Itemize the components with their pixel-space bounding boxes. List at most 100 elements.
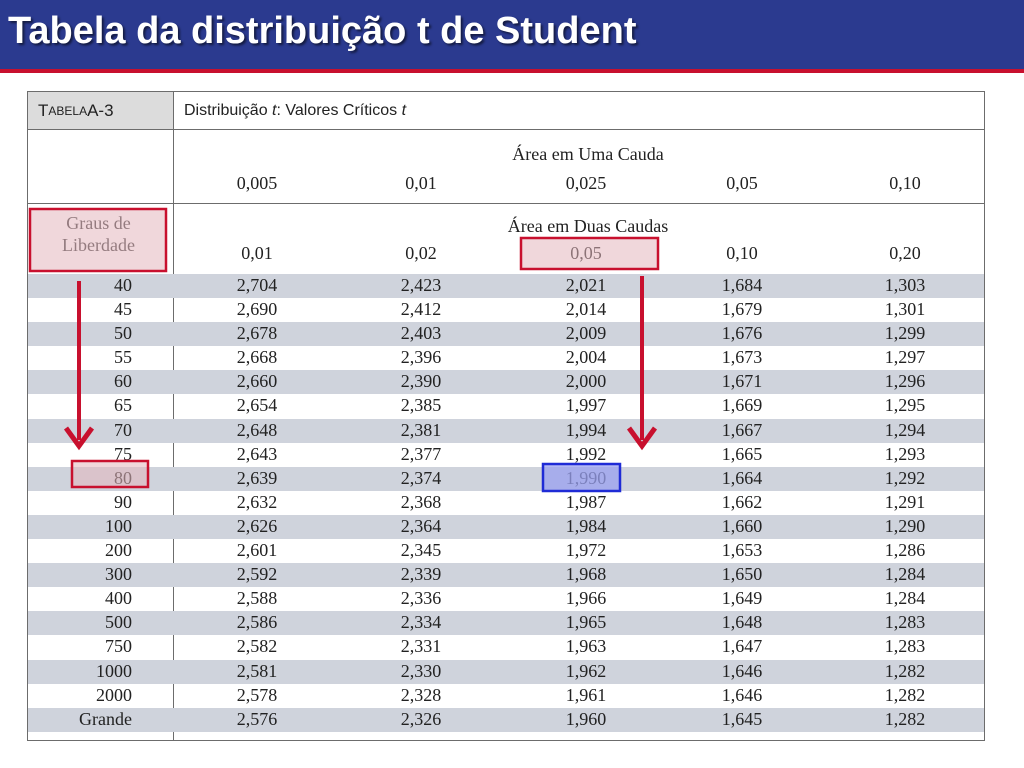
- critical-value-cell: 2,582: [236, 636, 278, 657]
- critical-value-cell: 2,381: [400, 419, 442, 440]
- one-tail-value: 0,10: [889, 173, 921, 193]
- critical-value-cell: 1,282: [884, 684, 926, 705]
- critical-value-cell: 1,960: [565, 708, 607, 729]
- critical-value-cell: 2,328: [400, 684, 442, 705]
- df-cell: 300: [105, 564, 132, 585]
- table-row: 90 2,632 2,368 1,987 1,662 1,291: [28, 491, 984, 515]
- critical-value-cell: 2,704: [236, 275, 278, 295]
- critical-value-cell: 1,647: [721, 636, 763, 657]
- critical-value-cell: 1,684: [721, 275, 763, 295]
- table-row: 100 2,626 2,364 1,984 1,660 1,290: [28, 514, 984, 540]
- critical-value-cell: 2,009: [565, 323, 607, 344]
- table-row: 45 2,690 2,412 2,014 1,679 1,301: [28, 298, 984, 322]
- table-body: 40 2,704 2,423 2,021 1,684 1,303 45 2,690 2,412 2…: [28, 274, 984, 732]
- df-cell: 2000: [96, 684, 132, 705]
- table-row: 750 2,582 2,331 1,963 1,647 1,283: [28, 635, 984, 659]
- critical-value-cell: 2,004: [565, 347, 607, 368]
- critical-value-cell: 1,295: [884, 395, 926, 416]
- critical-value-cell: 1,984: [565, 515, 607, 536]
- caption-part-2: : Valores Críticos: [276, 101, 398, 119]
- critical-value-cell: 2,592: [236, 564, 278, 585]
- critical-value-cell: 1,972: [565, 540, 607, 561]
- critical-value-cell: 1,660: [721, 515, 763, 536]
- critical-value-cell: 1,283: [884, 612, 926, 633]
- critical-value-cell: 2,390: [400, 371, 442, 392]
- df-cell: 75: [114, 443, 132, 464]
- critical-value-cell: 1,297: [884, 347, 926, 368]
- title-bar: Tabela da distribuição t de Student: [0, 0, 1024, 69]
- critical-value-cell: 1,673: [721, 347, 763, 368]
- critical-value-cell: 1,296: [884, 371, 926, 392]
- table-label-initial: T: [38, 100, 49, 120]
- df-cell: 200: [105, 540, 132, 561]
- table-row: 55 2,668 2,396 2,004 1,673 1,297: [28, 346, 984, 370]
- table-row: 50 2,678 2,403 2,009 1,676 1,299: [28, 322, 984, 347]
- critical-value-cell: 1,987: [565, 491, 607, 512]
- critical-value-cell: 2,345: [400, 540, 442, 561]
- critical-value-cell: 2,578: [236, 684, 278, 705]
- critical-value-cell: 2,326: [400, 708, 442, 729]
- df-header-line-1: Graus de: [66, 213, 131, 233]
- table-caption: Distribuição t: Valores Críticos t: [174, 92, 984, 129]
- two-tail-header: Área em Duas Caudas: [507, 216, 669, 236]
- critical-value-cell: 2,368: [400, 491, 442, 512]
- critical-value-cell: 2,423: [400, 275, 442, 295]
- df-header-line-2: Liberdade: [62, 235, 135, 255]
- critical-value-cell: 2,396: [400, 347, 442, 368]
- critical-value-cell: 1,284: [884, 564, 926, 585]
- critical-value-cell: 2,331: [400, 636, 442, 657]
- critical-value-cell: 1,662: [721, 491, 763, 512]
- critical-value-cell: 1,301: [884, 299, 926, 320]
- table-row: 75 2,643 2,377 1,992 1,665 1,293: [28, 443, 984, 467]
- table-row: 1000 2,581 2,330 1,962 1,646 1,282: [28, 659, 984, 684]
- df-cell: 60: [114, 371, 132, 392]
- table-label-number: A-3: [87, 100, 114, 120]
- critical-value-cell: 1,968: [565, 564, 607, 585]
- critical-value-cell: 2,339: [400, 564, 442, 585]
- critical-value-cell: 2,588: [236, 588, 278, 609]
- df-cell: 45: [114, 299, 132, 320]
- table-row: 500 2,586 2,334 1,965 1,648 1,283: [28, 611, 984, 636]
- critical-value-cell: 1,966: [565, 588, 607, 609]
- critical-value-cell: 2,678: [236, 323, 278, 344]
- critical-value-cell: 1,679: [721, 299, 763, 320]
- critical-value-cell: 2,668: [236, 347, 278, 368]
- critical-value-cell: 2,334: [400, 612, 442, 633]
- df-cell: 90: [114, 491, 132, 512]
- critical-value-cell: 1,997: [565, 395, 607, 416]
- table-row: Grande 2,576 2,326 1,960 1,645 1,282: [28, 707, 984, 732]
- critical-value-cell: 1,283: [884, 636, 926, 657]
- table-row: 40 2,704 2,423 2,021 1,684 1,303: [28, 274, 984, 299]
- critical-value-cell: 2,403: [400, 323, 442, 344]
- df-cell: 50: [114, 323, 132, 344]
- df-cell: 40: [114, 275, 132, 295]
- table-row: 60 2,660 2,390 2,000 1,671 1,296: [28, 370, 984, 395]
- critical-value-cell: 1,667: [721, 419, 763, 440]
- df-cell: Grande: [79, 708, 132, 729]
- t-table: T ABELA A-3 Distribuição t: Valores Críti…: [27, 91, 985, 741]
- title-underline: [0, 69, 1024, 73]
- two-tail-value: 0,02: [405, 243, 437, 263]
- critical-value-cell: 1,291: [884, 491, 926, 512]
- slide-title: Tabela da distribuição t de Student: [8, 10, 637, 52]
- critical-value-cell: 1,664: [721, 467, 763, 488]
- caption-rule: [28, 129, 984, 130]
- critical-value-cell: 2,000: [565, 371, 607, 392]
- critical-value-cell: 1,284: [884, 588, 926, 609]
- critical-value-cell: 1,282: [884, 660, 926, 681]
- critical-value-cell: 2,377: [400, 443, 442, 464]
- df-cell: 100: [105, 515, 132, 536]
- df-cell: 55: [114, 347, 132, 368]
- caption-t-2: t: [401, 101, 407, 119]
- critical-value-cell: 1,282: [884, 708, 926, 729]
- critical-value-cell: 1,963: [565, 636, 607, 657]
- df-header: Graus de Liberdade: [30, 212, 167, 256]
- critical-value-cell: 1,645: [721, 708, 763, 729]
- critical-value-cell: 2,601: [236, 540, 278, 561]
- critical-value-cell: 1,961: [565, 684, 607, 705]
- table-row: 400 2,588 2,336 1,966 1,649 1,284: [28, 587, 984, 611]
- table-row: 80 2,639 2,374 1,990 1,664 1,292: [28, 466, 984, 491]
- critical-value-cell: 1,290: [884, 515, 926, 536]
- caption-t-1: t: [272, 101, 277, 119]
- critical-value-cell: 1,965: [565, 612, 607, 633]
